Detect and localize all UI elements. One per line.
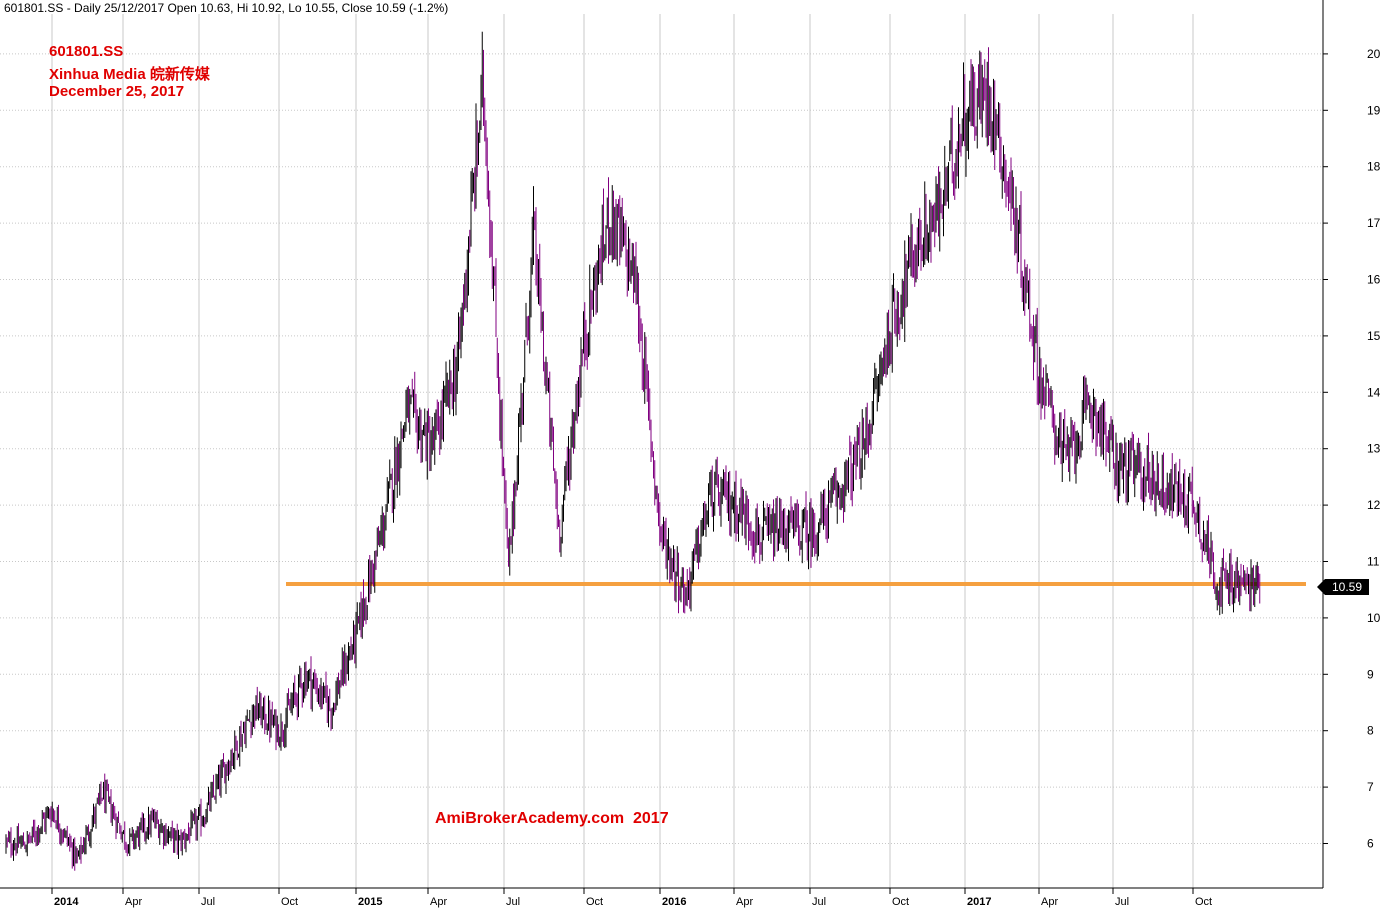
watermark: AmiBrokerAcademy.com 2017 <box>435 810 669 827</box>
x-tick-label: Apr <box>736 896 753 908</box>
y-tick-label: 18 <box>1367 160 1381 174</box>
y-tick-label: 6 <box>1367 837 1374 851</box>
last-price-tag: 10.59 <box>1317 579 1369 595</box>
x-tick-label: Oct <box>281 896 298 908</box>
x-tick-label: Jul <box>506 896 520 908</box>
y-tick-label: 13 <box>1367 442 1381 456</box>
x-tick-label: Jul <box>812 896 826 908</box>
x-tick-label: 2015 <box>358 896 382 908</box>
chart-header: 601801.SS - Daily 25/12/2017 Open 10.63,… <box>4 1 449 15</box>
date-title: December 25, 2017 <box>49 83 185 100</box>
y-tick-label: 17 <box>1367 216 1381 230</box>
x-tick-label: Apr <box>1041 896 1058 908</box>
y-tick-label: 20 <box>1367 47 1381 61</box>
y-axis: 6 7 8 9 10 11 12 13 14 15 16 17 18 19 20 <box>1322 0 1381 888</box>
y-tick-label: 19 <box>1367 103 1381 117</box>
y-tick-label: 14 <box>1367 385 1381 399</box>
y-tick-label: 10 <box>1367 611 1381 625</box>
x-tick-label: Jul <box>201 896 215 908</box>
x-tick-label: Apr <box>430 896 447 908</box>
candlesticks <box>5 31 1261 871</box>
x-tick-label: Oct <box>586 896 603 908</box>
y-tick-label: 8 <box>1367 724 1374 738</box>
x-tick-label: Oct <box>892 896 909 908</box>
y-tick-label: 16 <box>1367 273 1381 287</box>
x-tick-label: 2016 <box>662 896 686 908</box>
x-axis: 2014 Apr Jul Oct 2015 Apr Jul Oct 2016 Apr Jul Oct 2… <box>0 887 1323 908</box>
company-title: Xinhua Media 皖新传媒 <box>49 66 210 83</box>
y-tick-label: 15 <box>1367 329 1381 343</box>
x-tick-label: 2017 <box>967 896 991 908</box>
y-tick-label: 7 <box>1367 780 1374 794</box>
x-tick-label: Oct <box>1195 896 1212 908</box>
ticker-title: 601801.SS <box>49 43 124 60</box>
y-tick-label: 9 <box>1367 667 1374 681</box>
y-tick-label: 11 <box>1367 555 1380 569</box>
x-tick-label: 2014 <box>54 896 79 908</box>
x-tick-label: Apr <box>125 896 142 908</box>
chart-grid <box>0 14 1323 888</box>
x-tick-label: Jul <box>1115 896 1129 908</box>
y-tick-label: 12 <box>1367 498 1381 512</box>
